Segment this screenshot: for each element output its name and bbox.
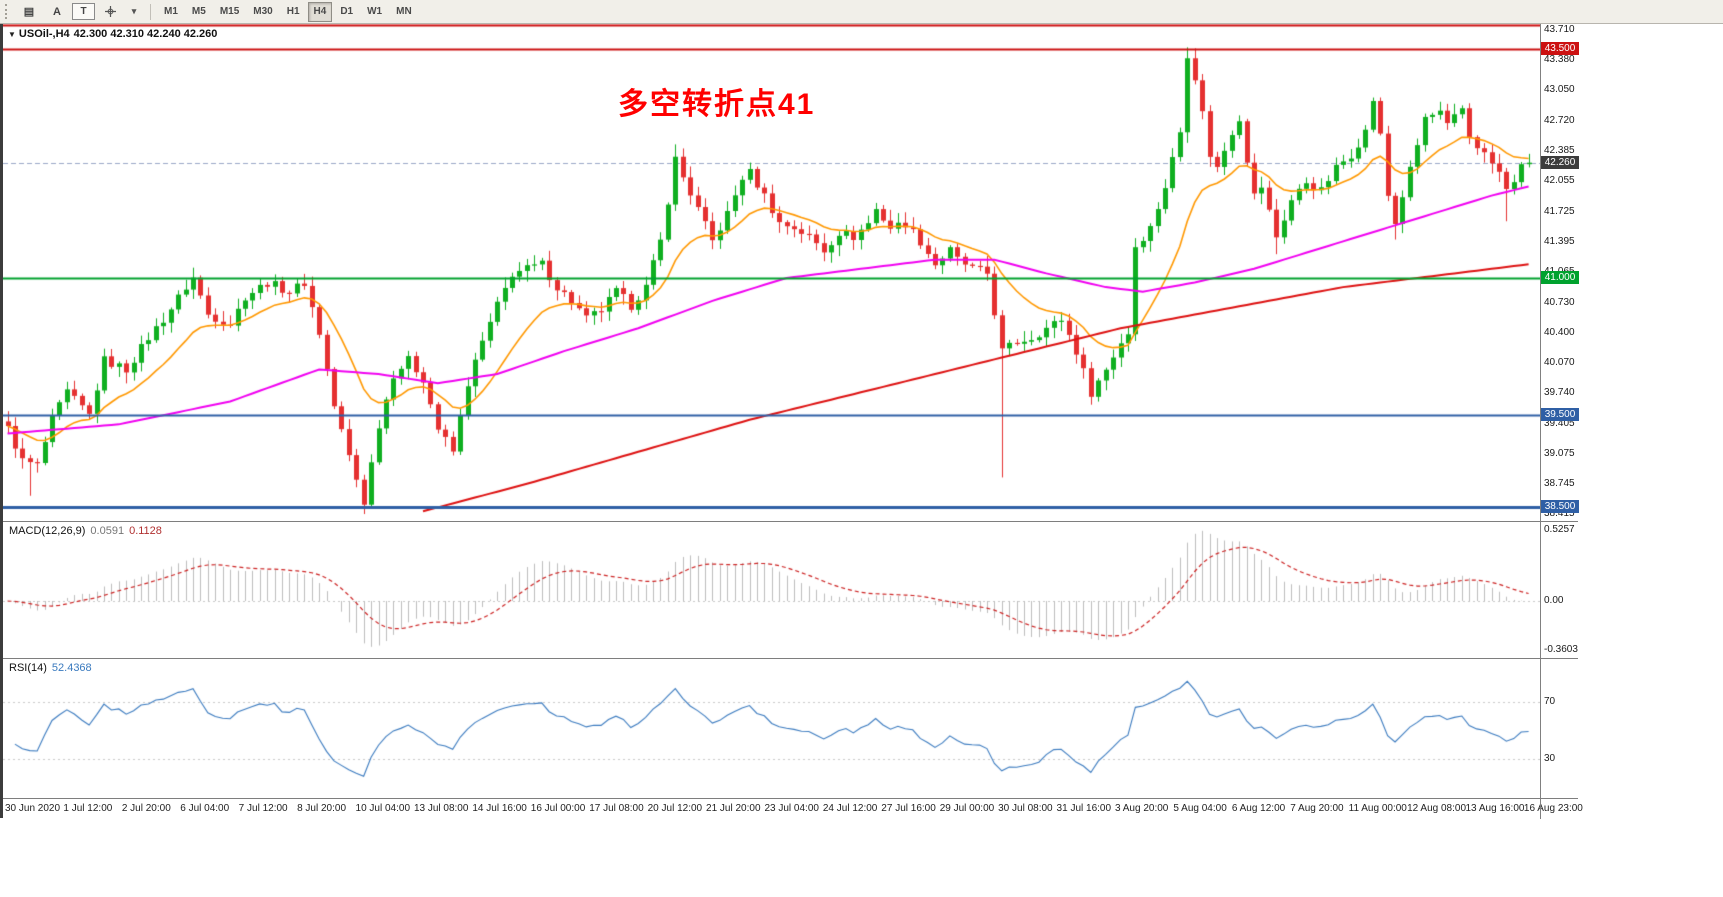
time-axis-label: 10 Jul 04:00 [355, 803, 411, 814]
macd-scale-label: 0.00 [1544, 595, 1564, 606]
time-axis-label: 5 Aug 04:00 [1173, 803, 1227, 814]
timeframe-d1-button[interactable]: D1 [340, 6, 354, 17]
time-axis-label: 7 Aug 20:00 [1290, 803, 1344, 814]
text-tool-button[interactable]: T [72, 3, 95, 20]
price-tick-label: 40.070 [1544, 357, 1575, 369]
timeframe-m1-button[interactable]: M1 [164, 6, 178, 17]
price-level-tag: 41.000 [1541, 270, 1579, 284]
timeframe-h1-button[interactable]: H1 [286, 6, 300, 17]
rsi-params: RSI(14) [9, 662, 47, 674]
time-axis-label: 13 Aug 16:00 [1465, 803, 1525, 814]
timeframe-mn-button[interactable]: MN [396, 6, 412, 17]
time-axis-label: 24 Jul 12:00 [822, 803, 878, 814]
price-tick-label: 39.405 [1544, 417, 1575, 429]
time-axis-label: 11 Aug 00:00 [1348, 803, 1407, 814]
price-level-tag: 39.500 [1541, 408, 1579, 422]
rsi-indicator-label: RSI(14) 52.4368 [9, 662, 92, 674]
price-tick-label: 43.380 [1544, 54, 1575, 66]
timeframe-h4-button[interactable]: H4 [307, 1, 333, 22]
main-chart-panel: ▼ USOil-,H4 42.300 42.310 42.240 42.260 多空… [3, 24, 1579, 521]
macd-panel: MACD(12,26,9) 0.0591 0.1128 0.5257 0.00 -0.3… [3, 521, 1578, 658]
time-axis-label: 13 Jul 08:00 [413, 803, 469, 814]
timeframe-w1-button[interactable]: W1 [367, 6, 383, 17]
macd-indicator-label: MACD(12,26,9) 0.0591 0.1128 [9, 525, 162, 537]
time-axis-label: 31 Jul 16:00 [1056, 803, 1112, 814]
toolbar-grip[interactable] [5, 4, 10, 19]
price-tick-label: 43.050 [1544, 84, 1575, 96]
chart-list-icon: ▤ [23, 6, 35, 18]
price-tick-label: 40.730 [1544, 296, 1575, 308]
time-axis-label: 12 Aug 08:00 [1407, 803, 1467, 814]
time-axis-label: 30 Jun 2020 [5, 803, 61, 814]
price-tick-label: 42.385 [1544, 145, 1575, 157]
chart-header: ▼ USOil-,H4 42.300 42.310 42.240 42.260 [8, 28, 221, 40]
time-axis-label: 14 Jul 16:00 [472, 803, 527, 814]
time-axis-label: 2 Jul 20:00 [121, 803, 171, 814]
price-tick-label: 39.075 [1544, 448, 1575, 460]
chart-symbol-period: USOil-,H4 [18, 28, 70, 40]
chart-annotation-text: 多空转折点41 [618, 88, 816, 121]
time-axis-label: 7 Jul 12:00 [238, 803, 288, 814]
rsi-panel: RSI(14) 52.4368 70 30 [3, 658, 1578, 798]
time-axis-label: 16 Jul 00:00 [530, 803, 586, 814]
chart-list-button[interactable]: ▤ [16, 2, 42, 22]
price-tick-label: 40.400 [1544, 326, 1575, 338]
price-tick-label: 41.395 [1544, 235, 1575, 247]
chart-menu-icon[interactable]: ▼ [8, 30, 16, 39]
main-chart-canvas[interactable] [3, 24, 1540, 521]
time-axis-label: 6 Jul 04:00 [180, 803, 230, 814]
macd-scale-label: -0.3603 [1544, 643, 1578, 655]
time-axis[interactable]: 30 Jun 2020 1 Jul 12:00 2 Jul 20:00 6 Jul 0… [3, 798, 1583, 819]
chart-ohlc-values: 42.300 42.310 42.240 42.260 [73, 28, 218, 40]
price-level-tag: 43.500 [1541, 42, 1579, 56]
rsi-scale[interactable]: 70 30 [1540, 659, 1579, 798]
toolbar-separator [150, 3, 151, 20]
timeframe-m5-button[interactable]: M5 [191, 6, 206, 17]
time-axis-label: 17 Jul 08:00 [589, 803, 644, 814]
rsi-level-label: 70 [1544, 696, 1556, 707]
top-toolbar: ▤ A T ▾ M1 M5 M15 M30 H1 H4 D1 W1 MN [0, 0, 1723, 24]
macd-canvas[interactable] [3, 522, 1540, 658]
time-axis-label: 21 Jul 20:00 [706, 803, 761, 814]
macd-scale-label: 0.5257 [1544, 524, 1575, 536]
rsi-level-label: 30 [1544, 753, 1556, 764]
time-axis-label: 1 Jul 12:00 [63, 803, 113, 814]
timeframe-toolbar: M1 M5 M15 M30 H1 H4 D1 W1 MN [157, 1, 419, 22]
time-axis-label: 23 Jul 04:00 [764, 803, 819, 814]
price-tick-label: 38.745 [1544, 478, 1575, 490]
macd-scale[interactable]: 0.5257 0.00 -0.3603 [1540, 522, 1579, 658]
crosshair-tool-button[interactable] [97, 2, 123, 22]
price-tick-label: 41.725 [1544, 205, 1575, 217]
timeframe-m30-button[interactable]: M30 [253, 6, 273, 17]
rsi-value: 52.4368 [51, 662, 92, 674]
chart-window: ▼ USOil-,H4 42.300 42.310 42.240 42.260 多空… [0, 24, 1583, 819]
price-tick-label: 43.710 [1544, 24, 1575, 35]
time-axis-label: 8 Jul 20:00 [297, 803, 347, 814]
macd-signal-value: 0.1128 [129, 525, 162, 537]
price-tick-label: 38.415 [1544, 508, 1575, 520]
time-axis-label: 20 Jul 12:00 [647, 803, 703, 814]
price-tick-label: 42.055 [1544, 175, 1575, 187]
price-level-tag: 42.260 [1541, 155, 1579, 169]
time-axis-label: 30 Jul 08:00 [998, 803, 1053, 814]
rsi-canvas[interactable] [3, 659, 1540, 798]
price-scale[interactable]: 43.710 43.380 43.050 42.720 42.385 42.055 41.7… [1540, 24, 1579, 521]
crosshair-icon [104, 6, 116, 17]
label-a-button[interactable]: A [53, 5, 61, 18]
time-axis-label: 29 Jul 00:00 [939, 803, 995, 814]
time-axis-label: 3 Aug 20:00 [1114, 803, 1169, 814]
tools-dropdown-button[interactable]: ▾ [131, 6, 137, 16]
macd-main-value: 0.0591 [90, 525, 125, 537]
price-level-tag: 38.500 [1541, 499, 1579, 513]
time-axis-label: 16 Aug 23:00 [1523, 803, 1583, 814]
price-tick-label: 42.720 [1544, 114, 1575, 126]
price-tick-label: 39.740 [1544, 387, 1575, 399]
time-axis-label: 27 Jul 16:00 [881, 803, 936, 814]
timeframe-m15-button[interactable]: M15 [219, 6, 240, 17]
time-axis-corner [1540, 799, 1579, 819]
time-axis-label: 6 Aug 12:00 [1231, 803, 1286, 814]
macd-params: MACD(12,26,9) [9, 525, 86, 537]
time-labels-row: 30 Jun 2020 1 Jul 12:00 2 Jul 20:00 6 Jul 0… [3, 799, 1583, 819]
